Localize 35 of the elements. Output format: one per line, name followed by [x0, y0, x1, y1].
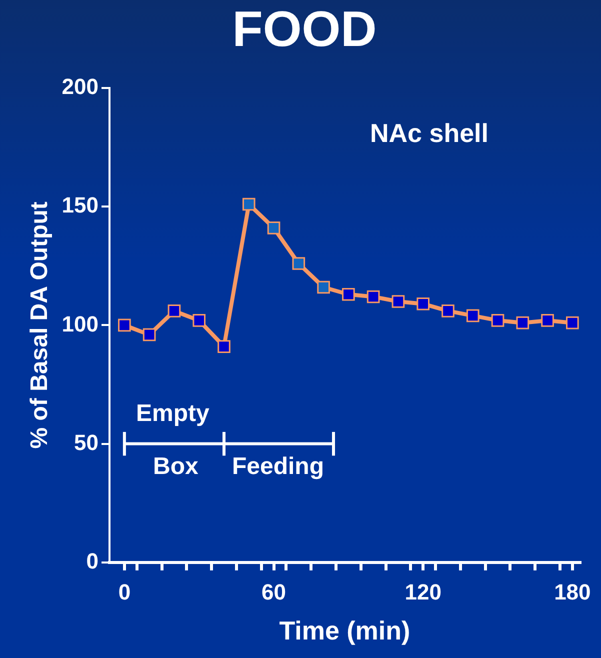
x-tick-label: 60: [262, 580, 286, 605]
x-tick-label: 180: [554, 580, 591, 605]
point: [366, 290, 380, 304]
point: [242, 198, 256, 211]
point: [442, 304, 454, 318]
point: [491, 314, 504, 327]
x-axis-title: Time (min): [279, 616, 410, 646]
point: [267, 222, 280, 234]
y-axis-title: % of Basal DA Output: [26, 202, 54, 449]
point: [416, 297, 430, 310]
point: [466, 309, 480, 322]
annotation: Feeding: [232, 453, 324, 481]
point: [541, 314, 554, 327]
point: [118, 318, 131, 332]
y-tick-label: 0: [86, 548, 99, 574]
point: [342, 288, 355, 301]
point: [516, 316, 530, 330]
chart-title: FOOD: [232, 0, 377, 57]
point: [317, 280, 330, 294]
y-tick-label: 150: [62, 192, 99, 218]
x-tick-label: 120: [404, 580, 442, 605]
point: [292, 257, 306, 270]
point: [392, 295, 405, 308]
y-tick-label: 200: [62, 74, 99, 100]
annotation: Empty: [136, 400, 210, 428]
point: [142, 328, 156, 342]
y-tick-label: 100: [62, 311, 99, 336]
point: [218, 340, 230, 353]
point: [168, 304, 181, 318]
point: [566, 316, 579, 330]
y-tick-label: 50: [74, 430, 99, 455]
x-tick-label: 0: [118, 580, 131, 605]
annotation: NAc shell: [370, 118, 488, 149]
annotation: Box: [153, 453, 198, 481]
point: [192, 314, 206, 327]
